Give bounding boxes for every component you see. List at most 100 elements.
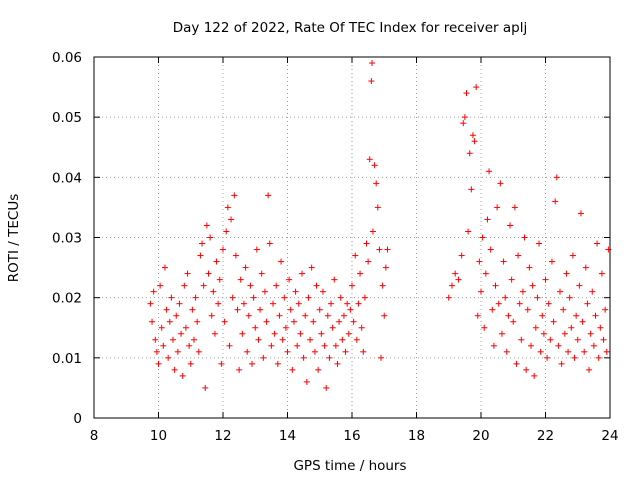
data-point	[349, 282, 355, 289]
data-point	[220, 246, 226, 253]
data-point	[508, 276, 515, 283]
data-point	[603, 348, 610, 355]
data-point	[555, 342, 562, 349]
data-point	[211, 330, 218, 337]
data-point	[527, 342, 534, 349]
data-point	[594, 240, 601, 247]
data-point	[331, 276, 338, 283]
chart-title: Day 122 of 2022, Rate Of TEC Index for r…	[173, 20, 528, 36]
data-point	[382, 264, 389, 271]
data-point	[236, 366, 243, 373]
data-point	[315, 366, 322, 373]
data-point	[490, 342, 497, 349]
data-point	[553, 174, 560, 181]
data-point	[600, 336, 607, 343]
data-point	[200, 282, 207, 289]
data-point	[586, 366, 593, 373]
data-point	[216, 276, 223, 283]
data-point	[532, 324, 539, 331]
data-point	[361, 294, 368, 301]
data-point	[445, 294, 452, 301]
data-point	[355, 300, 362, 307]
data-point	[247, 282, 254, 289]
data-point	[166, 318, 173, 325]
data-points	[147, 60, 612, 391]
data-point	[589, 288, 596, 295]
data-point	[495, 300, 502, 307]
y-tick-label: 0.03	[52, 231, 82, 247]
data-point	[461, 114, 468, 121]
data-point	[194, 318, 201, 325]
data-point	[487, 246, 494, 253]
x-tick-label: 18	[408, 428, 425, 444]
data-point	[271, 330, 278, 337]
data-point	[352, 252, 359, 259]
data-point	[537, 348, 544, 355]
data-point	[357, 270, 364, 277]
data-point	[323, 384, 330, 391]
data-point	[500, 258, 507, 265]
plot-frame	[93, 56, 611, 419]
data-point	[268, 342, 275, 349]
data-point	[160, 342, 167, 349]
data-point	[311, 348, 318, 355]
y-tick-label: 0.05	[52, 110, 82, 126]
data-point	[303, 378, 310, 385]
data-point	[332, 342, 339, 349]
data-point	[552, 198, 559, 205]
data-point	[479, 234, 486, 241]
data-point	[290, 318, 297, 325]
data-point	[337, 294, 344, 301]
data-point	[223, 228, 230, 235]
data-point	[502, 294, 509, 301]
data-point	[358, 324, 365, 331]
data-point	[511, 204, 518, 211]
data-point	[165, 354, 172, 361]
data-point	[494, 204, 501, 211]
data-point	[187, 360, 194, 367]
data-point	[173, 312, 180, 319]
data-point	[231, 192, 238, 199]
data-point	[536, 240, 543, 247]
data-point	[299, 270, 306, 277]
data-point	[497, 180, 504, 187]
data-point	[476, 258, 483, 265]
data-point	[161, 264, 168, 271]
data-point	[240, 300, 247, 307]
data-point	[226, 342, 233, 349]
data-point	[486, 168, 493, 175]
data-point	[228, 216, 235, 223]
y-tick-label: 0	[73, 411, 82, 427]
data-point	[448, 282, 455, 289]
data-point	[368, 60, 375, 67]
data-point	[203, 222, 210, 229]
data-point	[363, 240, 370, 247]
data-point	[524, 306, 531, 313]
y-tick-label: 0.06	[52, 50, 82, 66]
data-point	[598, 270, 605, 277]
grid-lines	[94, 57, 610, 418]
data-point	[526, 264, 533, 271]
data-point	[224, 204, 231, 211]
data-point	[221, 318, 228, 325]
data-point	[202, 384, 209, 391]
data-point	[210, 288, 217, 295]
data-point	[507, 222, 514, 229]
data-point	[371, 162, 378, 169]
data-point	[286, 276, 293, 283]
x-axis-title: GPS time / hours	[293, 458, 406, 474]
data-point	[576, 282, 583, 289]
data-point	[218, 360, 225, 367]
data-point	[265, 192, 272, 199]
data-point	[581, 348, 588, 355]
data-point	[321, 342, 328, 349]
data-point	[492, 282, 499, 289]
data-point	[466, 150, 473, 157]
data-point	[186, 342, 193, 349]
data-point	[263, 318, 270, 325]
data-point	[510, 318, 517, 325]
data-point	[329, 324, 336, 331]
data-point	[503, 348, 510, 355]
data-point	[297, 330, 304, 337]
data-point	[305, 294, 312, 301]
